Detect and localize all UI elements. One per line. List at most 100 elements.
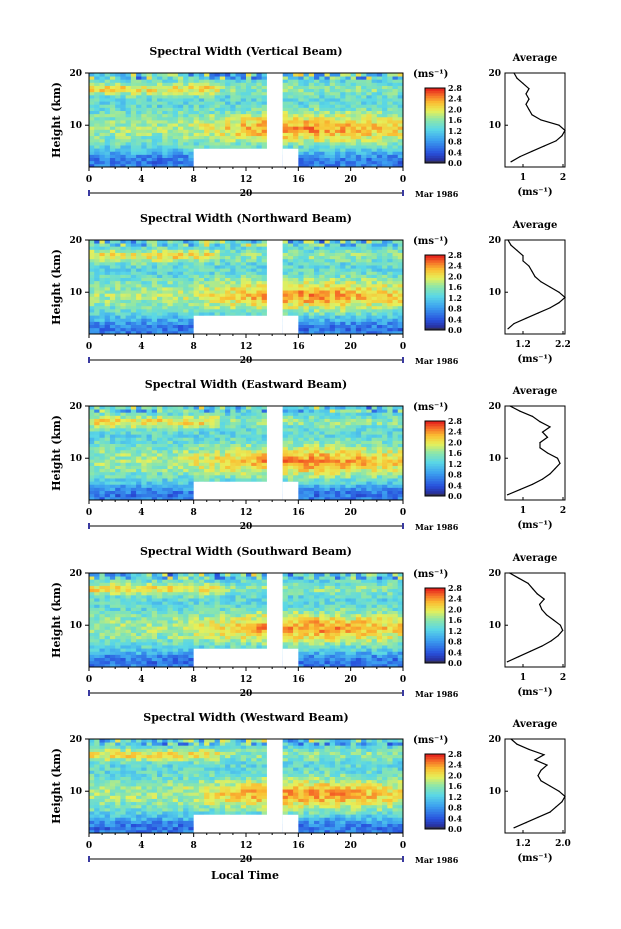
heatmap-cell [141,327,147,332]
heatmap-cell [246,468,252,473]
heatmap-cell [387,330,393,335]
heatmap-cell [188,283,195,288]
heatmap-cell [298,148,304,152]
heatmap-cell [125,88,132,93]
heatmap-cell [115,474,121,479]
heatmap-cell [355,138,362,143]
heatmap-cell [198,437,205,441]
heatmap-cell [193,240,200,244]
heatmap-cell [94,427,100,432]
heatmap-cell [162,406,168,410]
heatmap-cell [376,98,383,102]
heatmap-cell [298,277,304,282]
heatmap-cell [256,258,263,263]
heatmap-cell [308,154,315,158]
heatmap-cell [183,299,189,304]
heatmap-cell [256,126,263,130]
heatmap-cell [162,126,168,130]
heatmap-cell [387,299,393,304]
heatmap-cell [225,113,231,118]
heatmap-cell [89,280,95,285]
heatmap-cell [261,293,268,297]
heatmap-cell [303,261,310,266]
heatmap-cell [109,465,116,470]
heatmap-cell [308,255,315,260]
heatmap-cell [120,283,127,288]
heatmap-cell [261,302,268,307]
heatmap-cell [287,123,294,127]
heatmap-cell [298,308,304,313]
heatmap-cell [188,107,195,111]
heatmap-cell [183,132,189,137]
heatmap-cell [345,120,352,124]
heatmap-cell [141,138,147,143]
colorbar-tick-label: 2.4 [448,94,462,104]
heatmap-cell [130,496,137,501]
heatmap-cell [136,283,142,288]
average-profile-point [531,150,533,152]
heatmap-cell [157,129,163,133]
heatmap-cell [350,258,357,263]
heatmap-cell [261,85,268,90]
heatmap-cell [376,157,383,162]
heatmap-cell [392,94,399,99]
heatmap-cell [99,88,106,93]
heatmap-cell [146,110,153,115]
heatmap-cell [235,129,242,133]
heatmap-cell [282,274,289,278]
x-tick-label: 8 [191,175,197,185]
heatmap-cell [240,110,247,115]
heatmap-cell [392,145,399,149]
heatmap-cell [104,321,111,325]
heatmap-cell [136,290,142,294]
heatmap-cell [125,252,132,257]
heatmap-cell [256,431,263,435]
heatmap-cell [104,252,111,257]
colorbar-segment [425,325,445,328]
heatmap-cell [193,409,200,413]
heatmap-cell [287,283,294,288]
heatmap-cell [209,249,215,253]
heatmap-cell [99,324,106,329]
heatmap-cell [109,126,116,130]
heatmap-cell [193,73,200,77]
heatmap-cell [99,465,106,470]
heatmap-cell [193,280,200,285]
heatmap-cell [246,299,252,304]
heatmap-cell [387,249,393,253]
date-label: Mar 1986 [415,356,459,366]
heatmap-cell [334,252,341,257]
heatmap-cell [334,255,341,260]
heatmap-cell [361,261,367,266]
heatmap-cell [204,107,210,111]
heatmap-cell [324,255,331,260]
heatmap-cell [198,415,205,419]
heatmap-cell [109,240,116,244]
heatmap-cell [120,265,127,269]
heatmap-cell [167,145,174,149]
heatmap-cell [167,496,174,501]
heatmap-cell [157,85,163,90]
heatmap-cell [219,138,226,143]
heatmap-cell [162,120,168,124]
heatmap-cell [392,296,399,300]
heatmap-cell [355,135,362,140]
heatmap-cell [235,424,242,429]
heatmap-cell [177,120,184,124]
heatmap-cell [225,107,231,111]
heatmap-cell [293,120,299,124]
heatmap-cell [329,104,336,108]
heatmap-cell [167,409,174,413]
heatmap-cell [172,424,179,429]
heatmap-cell [172,79,179,83]
heatmap-cell [397,73,404,77]
heatmap-cell [308,271,315,275]
heatmap-cell [104,440,111,444]
heatmap-cell [209,110,215,115]
heatmap-cell [136,459,142,463]
heatmap-cell [334,104,341,108]
heatmap-cell [136,487,142,491]
heatmap-cell [109,107,116,111]
heatmap-cell [89,129,95,133]
heatmap-cell [94,135,100,140]
